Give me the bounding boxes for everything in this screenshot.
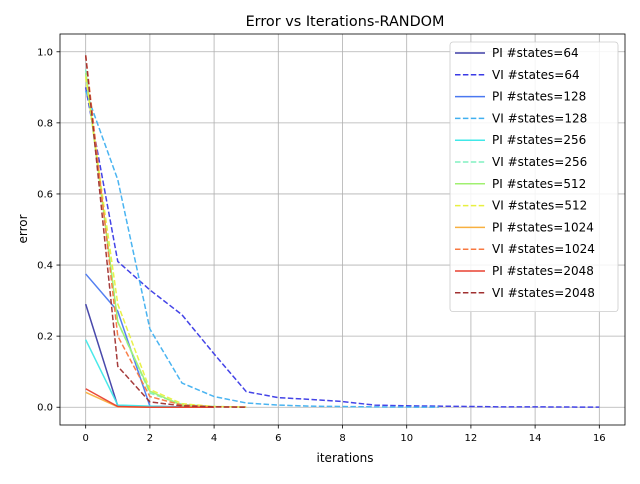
x-tick-label: 10 xyxy=(400,433,413,444)
x-tick-label: 2 xyxy=(147,433,153,444)
series-line xyxy=(84,55,247,408)
axis-ticks: 0 2 4 6 8 10 12 14 16 0.0 0.2 0.4 0.6 0.8 1.0 xyxy=(37,47,606,444)
series-line xyxy=(84,87,600,408)
legend-label: VI #states=128 xyxy=(492,111,587,125)
x-axis-label: iterations xyxy=(317,451,374,465)
series-line xyxy=(84,55,247,408)
legend-label: VI #states=1024 xyxy=(492,242,595,256)
x-tick-label: 0 xyxy=(82,433,88,444)
legend-label: PI #states=512 xyxy=(492,177,586,191)
series-line xyxy=(84,90,439,408)
legend-label: PI #states=256 xyxy=(492,133,586,147)
legend-label: VI #states=64 xyxy=(492,68,580,82)
y-axis-label: error xyxy=(16,214,30,243)
y-tick-label: 0.6 xyxy=(37,189,53,200)
y-tick-label: 0.0 xyxy=(37,403,53,414)
legend: PI #states=64 VI #states=64 PI #states=128… xyxy=(449,41,619,313)
series-line xyxy=(85,388,215,408)
legend-label: PI #states=128 xyxy=(492,90,586,104)
x-tick-label: 8 xyxy=(339,433,345,444)
x-tick-label: 14 xyxy=(529,433,542,444)
legend-label: PI #states=1024 xyxy=(492,220,594,234)
y-tick-label: 0.2 xyxy=(37,332,53,343)
legend-label: PI #states=2048 xyxy=(492,264,594,278)
series-lines xyxy=(84,55,600,408)
legend-label: VI #states=512 xyxy=(492,199,587,213)
legend-label: VI #states=2048 xyxy=(492,286,595,300)
x-tick-label: 4 xyxy=(211,433,217,444)
legend-box xyxy=(449,41,619,313)
chart-title: Error vs Iterations-RANDOM xyxy=(246,14,445,30)
x-tick-label: 16 xyxy=(593,433,606,444)
y-tick-label: 0.4 xyxy=(37,261,53,272)
y-tick-label: 0.8 xyxy=(37,118,53,129)
legend-label: VI #states=256 xyxy=(492,155,587,169)
x-tick-label: 6 xyxy=(275,433,281,444)
series-line xyxy=(84,76,247,408)
plot-frame xyxy=(59,33,626,426)
x-tick-label: 12 xyxy=(465,433,478,444)
y-tick-label: 1.0 xyxy=(37,47,53,58)
legend-label: PI #states=64 xyxy=(492,46,579,60)
